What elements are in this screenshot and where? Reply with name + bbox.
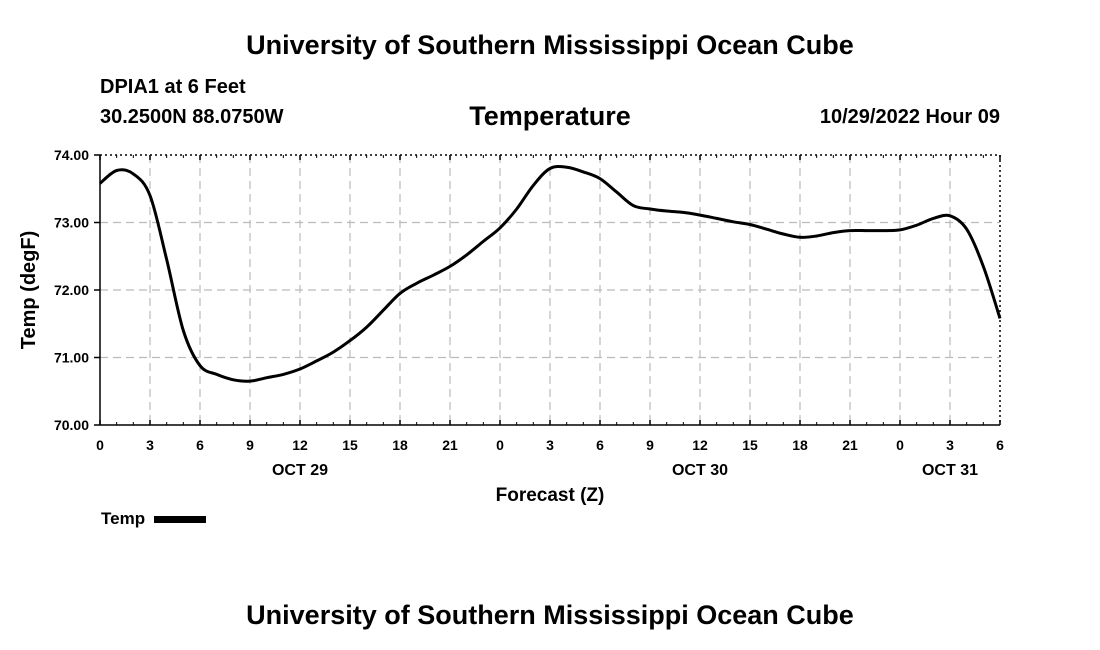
y-tick-label: 70.00 [54, 417, 89, 433]
y-tick-label: 71.00 [54, 350, 89, 366]
x-date-label: OCT 29 [272, 462, 328, 479]
legend-label-temp: Temp [101, 509, 146, 528]
x-tick-label: 15 [342, 437, 358, 453]
x-tick-label: 3 [546, 437, 554, 453]
x-tick-label: 21 [442, 437, 458, 453]
x-tick-label: 6 [996, 437, 1004, 453]
legend: Temp [101, 509, 207, 529]
x-tick-label: 6 [596, 437, 604, 453]
tick-labels: 0 3 6 9 12 15 18 21 0 3 6 9 12 15 18 21 0 3 6 OCT 29 OCT 30 O… [54, 147, 1004, 479]
x-date-label: OCT 30 [672, 462, 728, 479]
x-tick-label: 9 [646, 437, 654, 453]
x-tick-label: 0 [96, 437, 104, 453]
series-lines [99, 165, 1002, 383]
x-tick-label: 15 [742, 437, 758, 453]
x-tick-label: 3 [146, 437, 154, 453]
grid [100, 155, 1000, 425]
axes [94, 154, 1001, 426]
x-tick-label: 9 [246, 437, 254, 453]
x-tick-label: 18 [392, 437, 408, 453]
y-axis-label: Temp (degF) [18, 231, 40, 350]
legend-swatch-temp [154, 515, 207, 523]
station-label: DPIA1 at 6 Feet [100, 76, 246, 98]
x-tick-label: 0 [896, 437, 904, 453]
y-tick-label: 74.00 [54, 147, 89, 163]
x-tick-label: 12 [692, 437, 708, 453]
footer-title: University of Southern Mississippi Ocean… [246, 600, 854, 630]
page-title: University of Southern Mississippi Ocean… [246, 30, 854, 60]
x-tick-label: 21 [842, 437, 858, 453]
forecast-datetime: 10/29/2022 Hour 09 [819, 106, 1000, 128]
x-tick-label: 6 [196, 437, 204, 453]
chart-title: Temperature [469, 101, 631, 131]
y-tick-label: 72.00 [54, 282, 89, 298]
station-coordinates: 30.2500N 88.0750W [100, 106, 284, 128]
x-tick-label: 18 [792, 437, 808, 453]
y-tick-label: 73.00 [54, 215, 89, 231]
x-axis-label: Forecast (Z) [496, 485, 605, 506]
x-tick-label: 3 [946, 437, 954, 453]
x-tick-label: 12 [292, 437, 308, 453]
x-tick-label: 0 [496, 437, 504, 453]
series-line-temp [99, 165, 1002, 383]
x-date-label: OCT 31 [922, 462, 978, 479]
